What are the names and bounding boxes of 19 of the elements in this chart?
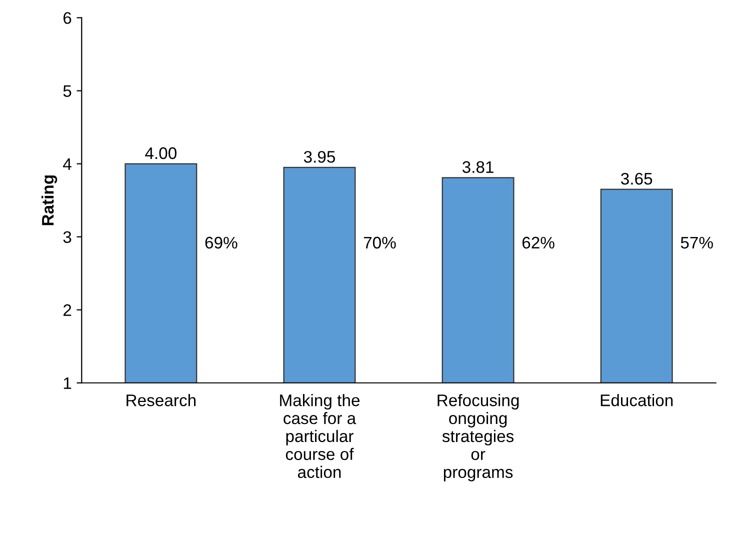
y-tick-label: 6 <box>64 12 72 24</box>
x-tick-label: Refocusing ongoing strategies or programs <box>438 394 519 482</box>
y-tick-label: 1 <box>64 377 72 389</box>
x-tick-label: Research <box>126 394 196 406</box>
annotation: 62% <box>522 236 554 249</box>
data-label: 3.95 <box>304 150 336 163</box>
data-label: 4.00 <box>145 147 176 160</box>
annotation: 70% <box>364 236 396 249</box>
y-tick-label: 4 <box>63 158 72 170</box>
y-tick-label: 3 <box>63 231 72 244</box>
y-tick-label: 5 <box>63 85 72 97</box>
data-label: 3.81 <box>462 161 494 173</box>
x-tick-label: Making the case for a particular course of action <box>280 394 360 478</box>
annotation: 69% <box>205 236 238 249</box>
x-tick-label: Education <box>600 394 673 406</box>
data-label: 3.65 <box>621 172 652 185</box>
y-axis-title: Rating <box>41 175 58 226</box>
y-tick-label: 2 <box>63 304 72 316</box>
annotation: 57% <box>680 236 713 249</box>
